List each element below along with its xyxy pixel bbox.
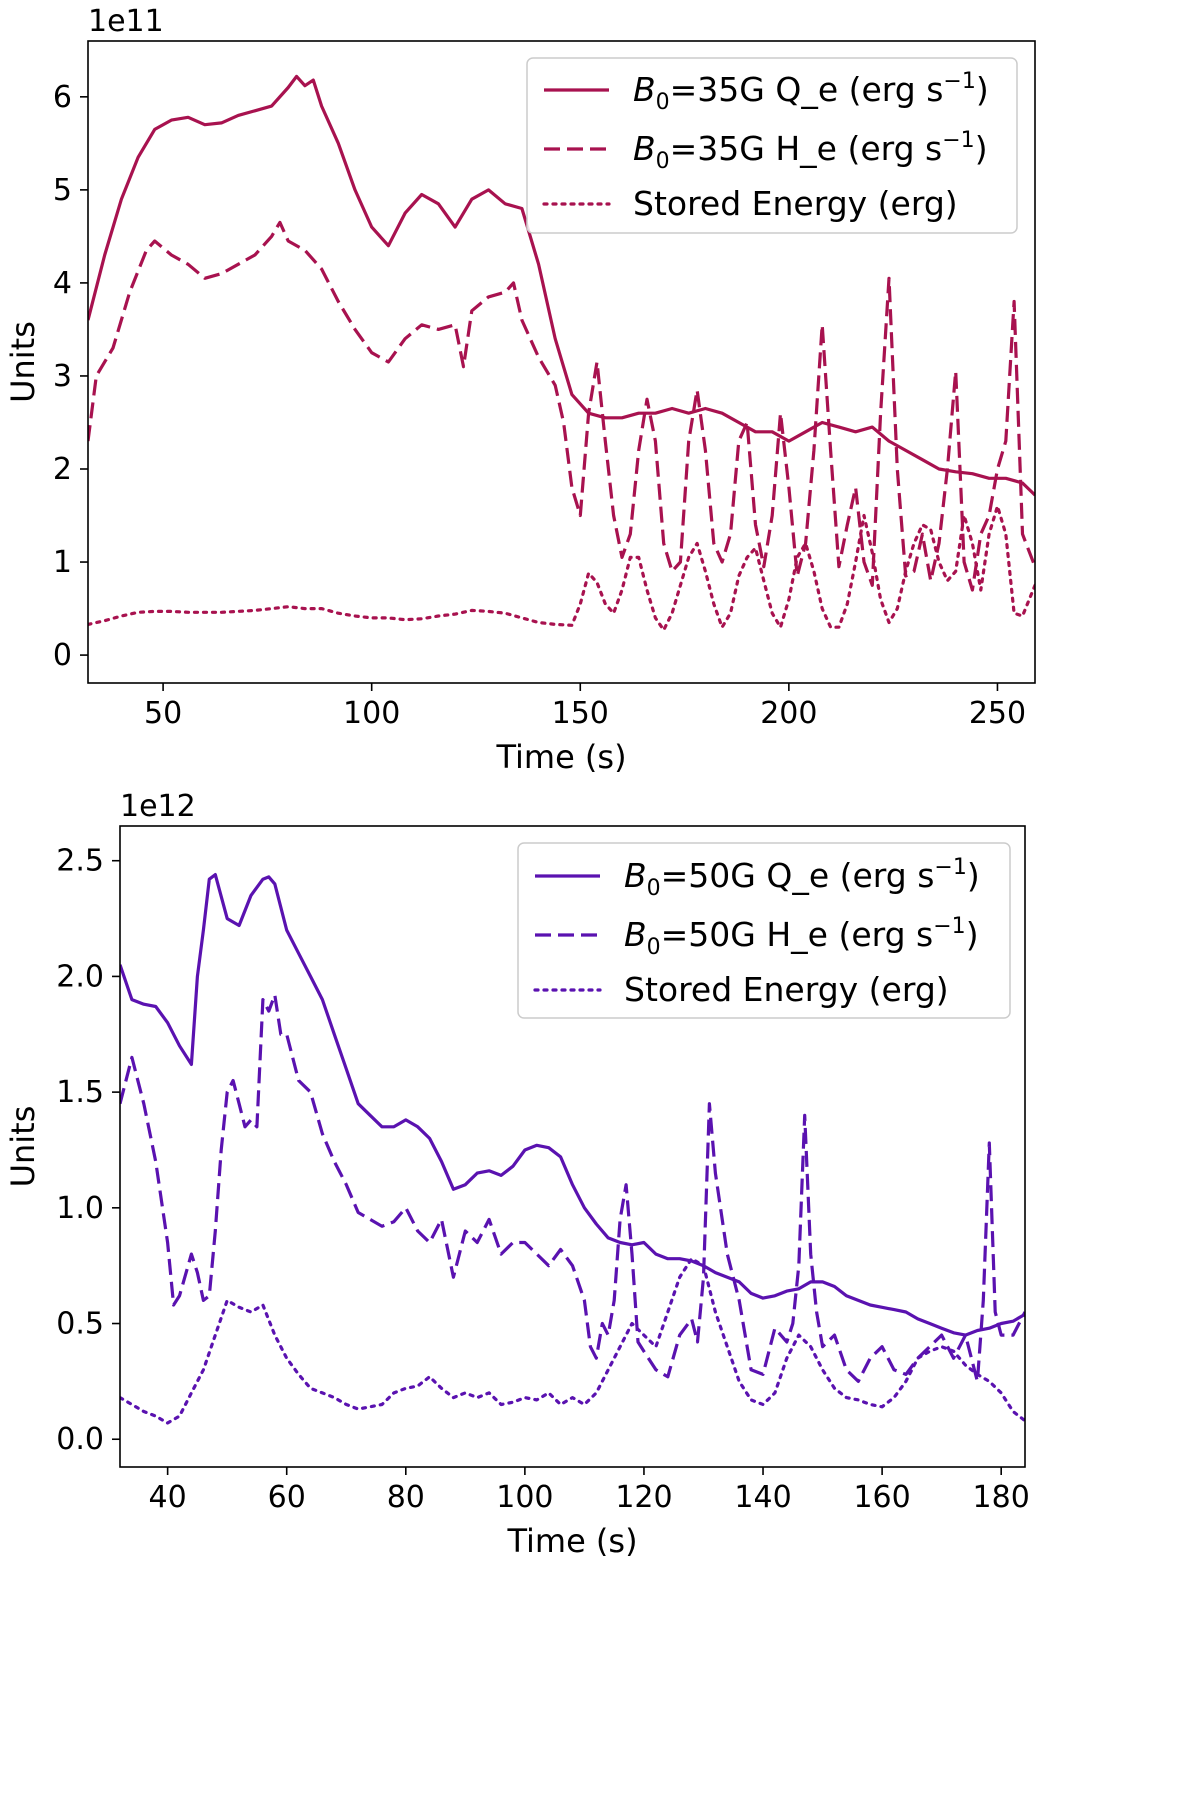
y-tick-label: 1.0 — [56, 1191, 104, 1226]
legend-entry-label: B0=35G H_e (erg s−1) — [633, 128, 988, 174]
x-tick-label: 200 — [760, 696, 817, 731]
x-tick-label: 100 — [343, 696, 400, 731]
legend-entry-label: B0=50G H_e (erg s−1) — [624, 914, 979, 960]
x-tick-label: 100 — [496, 1480, 553, 1515]
series-line-solid — [120, 873, 1025, 1337]
x-tick-label: 80 — [387, 1480, 425, 1515]
series-line-solid — [88, 74, 1035, 497]
y-tick-label: 6 — [53, 80, 72, 115]
x-tick-label: 60 — [268, 1480, 306, 1515]
x-tick-label: 40 — [149, 1480, 187, 1515]
axis-offset-text: 1e12 — [120, 789, 196, 824]
panel-bottom: 40 60 80 100 120 140 160 180 0.0 0.5 1.0 1.5 2.0 2.5 1… — [4, 789, 1030, 1560]
y-tick-label: 2 — [53, 452, 72, 487]
x-tick-label: 50 — [144, 696, 182, 731]
y-axis-label: Units — [4, 1106, 42, 1188]
y-tick-label: 2.0 — [56, 959, 104, 994]
series-line-dotted — [120, 1257, 1025, 1425]
axis-offset-text: 1e11 — [88, 4, 164, 39]
x-tick-label: 140 — [734, 1480, 791, 1515]
series-group — [88, 74, 1035, 632]
y-tick-label: 0.0 — [56, 1422, 104, 1457]
plot-frame — [87, 40, 1036, 684]
y-tick-label: 0.5 — [56, 1307, 104, 1342]
x-tick-label: 180 — [973, 1480, 1030, 1515]
y-tick-label: 3 — [53, 359, 72, 394]
legend-box — [517, 842, 1011, 1019]
legend-box — [526, 57, 1018, 234]
plot-frame — [119, 825, 1026, 1468]
legend-entry-label: B0=50G Q_e (erg s−1) — [624, 855, 980, 901]
series-line-dashed — [120, 993, 1025, 1383]
x-axis-label: Time (s) — [506, 1522, 637, 1560]
legend-entry-label: B0=35G Q_e (erg s−1) — [633, 69, 989, 115]
series-group — [120, 873, 1025, 1425]
panel-top: 50 100 150 200 250 0 1 2 3 4 5 6 1e11 Time (s) Units B0… — [4, 4, 1036, 776]
y-tick-label: 1 — [53, 545, 72, 580]
y-tick-label: 5 — [53, 173, 72, 208]
x-tick-label: 160 — [853, 1480, 910, 1515]
legend-entry-label: Stored Energy (erg) — [624, 970, 949, 1009]
y-tick-label: 4 — [53, 266, 72, 301]
x-axis-label: Time (s) — [495, 738, 626, 776]
legend: B0=35G Q_e (erg s−1) B0=35G H_e (erg s−1)… — [526, 57, 1018, 234]
legend-entry-label: Stored Energy (erg) — [633, 184, 958, 223]
y-tick-label: 0 — [53, 638, 72, 673]
y-tick-label: 1.5 — [56, 1075, 104, 1110]
x-tick-label: 120 — [615, 1480, 672, 1515]
series-line-dotted — [88, 504, 1035, 632]
x-tick-label: 250 — [969, 696, 1026, 731]
x-tick-label: 150 — [552, 696, 609, 731]
legend: B0=50G Q_e (erg s−1) B0=50G H_e (erg s−1)… — [517, 842, 1011, 1019]
series-line-dashed — [88, 220, 1035, 592]
y-axis-label: Units — [4, 321, 42, 403]
y-tick-label: 2.5 — [56, 844, 104, 879]
